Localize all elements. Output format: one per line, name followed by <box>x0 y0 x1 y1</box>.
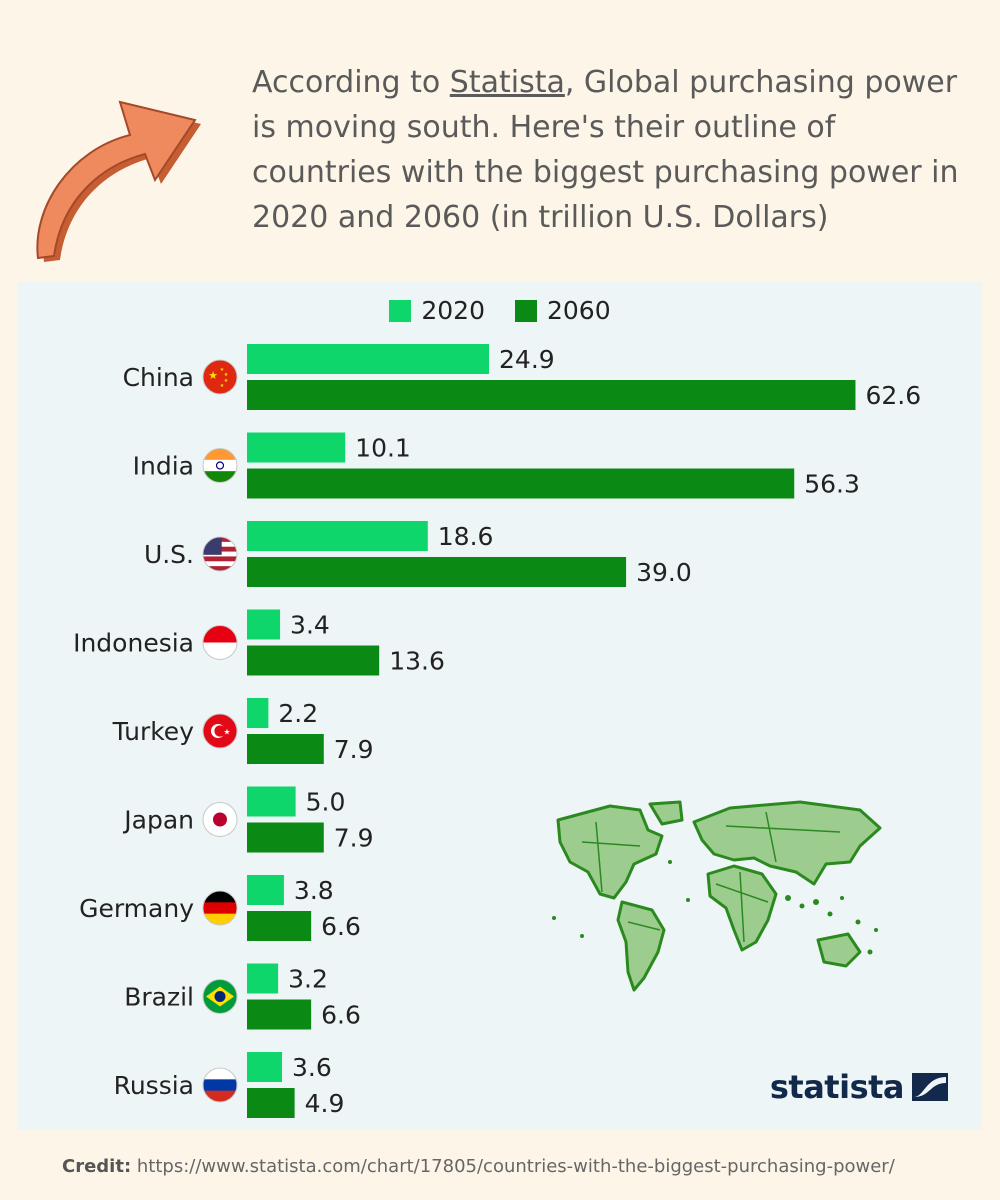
bar-group-japan: Japan 5.0 7.9 <box>122 786 374 853</box>
legend-swatch <box>389 299 412 322</box>
world-map-icon <box>552 800 882 992</box>
category-label: India <box>133 452 194 481</box>
statista-brand: statista <box>770 1068 948 1106</box>
bar-2020 <box>247 963 279 994</box>
bar-group-china: China ★ ★★★★24.962.6 <box>123 344 921 410</box>
value-label: 24.9 <box>499 345 555 374</box>
svg-text:★: ★ <box>208 370 218 382</box>
flag-us-icon <box>202 536 238 572</box>
chart-legend: 2020 2060 <box>18 296 982 325</box>
category-label: Germany <box>79 894 194 923</box>
value-label: 3.6 <box>292 1053 332 1082</box>
value-label: 6.6 <box>321 1001 361 1030</box>
chart-panel: China ★ ★ ★ ★ ★ 24.9 62.6 India 10.1 56.3 U.S. 18.6 3… <box>18 282 982 1130</box>
legend-item-2020: 2020 <box>389 296 485 325</box>
bar-2020 <box>247 521 428 551</box>
value-label: 4.9 <box>305 1089 345 1118</box>
flag-indonesia-icon <box>202 625 238 660</box>
flag-germany-icon <box>202 890 238 926</box>
bar-group-u-s: U.S. 18.6 39.0 <box>144 521 692 587</box>
bar-group-brazil: Brazil 3.2 6.6 <box>124 963 361 1030</box>
curved-arrow-icon <box>36 100 201 262</box>
bar-2020 <box>247 875 284 905</box>
value-label: 5.0 <box>306 788 346 817</box>
svg-text:★: ★ <box>220 367 225 373</box>
bar-2060 <box>247 822 324 853</box>
category-label: Russia <box>114 1071 194 1100</box>
bar-2060 <box>247 734 324 764</box>
flag-russia-icon <box>202 1067 238 1103</box>
bar-2060 <box>247 380 856 410</box>
bar-2060 <box>247 557 627 587</box>
value-label: 39.0 <box>636 558 692 587</box>
legend-swatch <box>515 299 537 322</box>
bar-2060 <box>247 645 380 676</box>
value-label: 18.6 <box>438 522 494 551</box>
bar-group-turkey: Turkey ★ 2.2 7.9 <box>112 698 374 764</box>
value-label: 3.4 <box>290 611 330 640</box>
statista-link[interactable]: Statista <box>449 65 565 100</box>
value-label: 62.6 <box>865 381 921 410</box>
flag-turkey-icon: ★ <box>202 713 238 749</box>
legend-label: 2020 <box>421 296 485 325</box>
value-label: 7.9 <box>334 824 374 853</box>
svg-text:★: ★ <box>224 372 229 378</box>
value-label: 7.9 <box>334 735 374 764</box>
category-label: Japan <box>122 806 194 835</box>
bar-2020 <box>247 344 490 374</box>
bar-2020 <box>247 1052 282 1082</box>
value-label: 2.2 <box>278 699 318 728</box>
flag-india-icon <box>202 448 238 483</box>
legend-item-2060: 2060 <box>515 296 611 325</box>
legend-label: 2060 <box>547 296 611 325</box>
intro-text: According to Statista, Global purchasing… <box>252 60 972 240</box>
bar-2060 <box>247 1088 295 1118</box>
credit-label: Credit: <box>62 1156 132 1177</box>
category-label: China <box>123 363 194 392</box>
bar-2020 <box>247 698 269 728</box>
value-label: 6.6 <box>321 912 361 941</box>
svg-text:★: ★ <box>220 383 225 389</box>
value-label: 3.2 <box>288 965 328 994</box>
bar-2020 <box>247 786 296 817</box>
value-label: 56.3 <box>804 470 860 499</box>
category-label: Turkey <box>112 717 195 746</box>
bar-chart: China ★ ★★★★24.962.6India10.156.3U.S.18.63… <box>73 344 921 1118</box>
category-label: Brazil <box>124 983 194 1012</box>
credit-url[interactable]: https://www.statista.com/chart/17805/cou… <box>136 1156 895 1177</box>
category-label: U.S. <box>144 540 194 569</box>
svg-text:★: ★ <box>224 378 229 384</box>
intro-suffix: , Global purchasing power is moving sout… <box>252 65 959 235</box>
value-label: 10.1 <box>355 434 411 463</box>
value-label: 13.6 <box>389 647 445 676</box>
brand-name: statista <box>769 1068 905 1106</box>
flag-brazil-icon <box>202 979 238 1014</box>
bar-2020 <box>247 609 281 640</box>
bar-2060 <box>247 468 795 499</box>
svg-text:★: ★ <box>223 728 230 737</box>
intro-prefix: According to <box>252 65 450 100</box>
bar-group-indonesia: Indonesia 3.4 13.6 <box>73 609 445 676</box>
flag-china-icon: ★ ★★★★ <box>202 359 238 395</box>
bar-2020 <box>247 432 346 463</box>
bar-group-germany: Germany 3.8 6.6 <box>79 875 361 941</box>
credit-line: Credit: https://www.statista.com/chart/1… <box>62 1156 895 1177</box>
value-label: 3.8 <box>294 876 334 905</box>
statista-logo-icon <box>912 1073 948 1101</box>
flag-japan-icon <box>202 802 238 837</box>
category-label: Indonesia <box>73 629 194 658</box>
bar-group-india: India 10.1 56.3 <box>133 432 860 499</box>
bar-group-russia: Russia 3.6 4.9 <box>114 1052 345 1118</box>
bar-2060 <box>247 999 312 1030</box>
bar-2060 <box>247 911 312 941</box>
